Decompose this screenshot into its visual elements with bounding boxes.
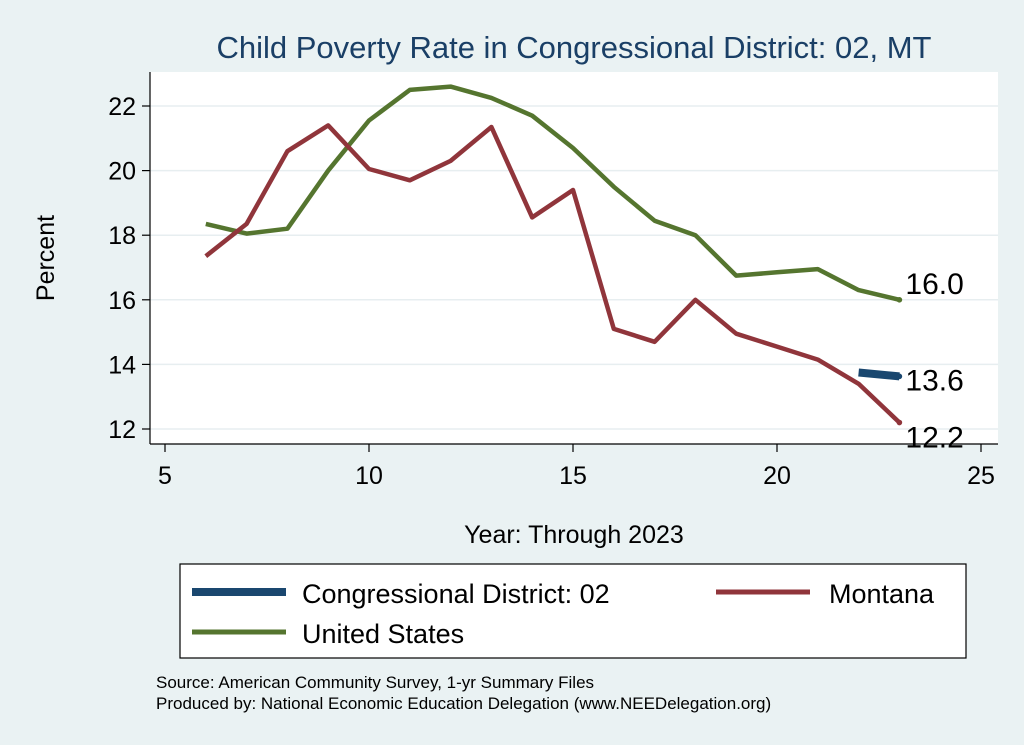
plot-area xyxy=(150,72,998,444)
series-end-point-district xyxy=(896,373,903,380)
x-tick-label: 15 xyxy=(559,462,587,490)
series-line-montana xyxy=(204,123,901,425)
y-tick-label: 16 xyxy=(108,287,136,315)
source-note: Source: American Community Survey, 1-yr … xyxy=(156,673,594,692)
legend-label-montana: Montana xyxy=(829,579,935,609)
end-label-district: 13.6 xyxy=(905,364,963,397)
produced-by-note: Produced by: National Economic Education… xyxy=(156,694,771,713)
y-tick-label: 18 xyxy=(108,222,136,250)
x-tick-label: 25 xyxy=(967,462,995,490)
y-axis-ticks: 12 14 16 18 20 22 xyxy=(108,93,150,444)
legend: Congressional District: 02 Montana Unite… xyxy=(179,563,967,659)
legend-label-united-states: United States xyxy=(302,619,464,649)
y-tick-label: 12 xyxy=(108,416,136,444)
y-axis-label: Percent xyxy=(32,215,60,301)
x-tick-label: 5 xyxy=(158,462,172,490)
y-tick-label: 20 xyxy=(108,158,136,186)
x-axis-ticks: 5 10 15 20 25 xyxy=(158,444,995,490)
y-tick-label: 22 xyxy=(108,93,136,121)
end-label-united-states: 16.0 xyxy=(905,268,963,301)
x-tick-label: 10 xyxy=(355,462,383,490)
series-end-point-montana xyxy=(896,419,903,426)
end-labels: 13.6 12.2 16.0 xyxy=(905,268,963,455)
x-axis-label: Year: Through 2023 xyxy=(464,521,684,549)
grid-lines xyxy=(150,105,998,430)
legend-label-district: Congressional District: 02 xyxy=(302,579,610,609)
y-tick-label: 14 xyxy=(108,351,136,379)
series-end-point-united-states xyxy=(896,297,903,303)
x-tick-label: 20 xyxy=(763,462,791,490)
chart-title: Child Poverty Rate in Congressional Dist… xyxy=(217,30,932,65)
series-line-district xyxy=(858,368,900,381)
legend-box xyxy=(179,563,967,659)
end-label-montana: 12.2 xyxy=(905,422,963,455)
series-lines xyxy=(204,84,903,426)
series-line-united-states xyxy=(205,84,900,302)
